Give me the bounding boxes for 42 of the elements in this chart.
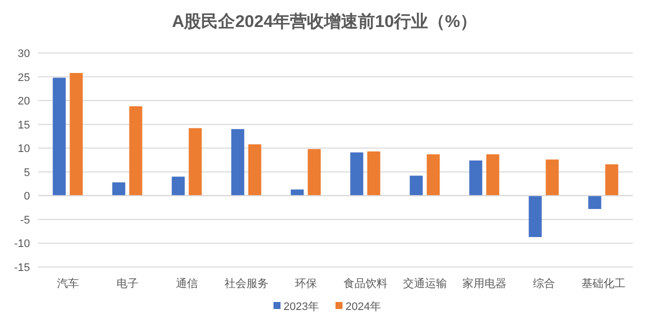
bar — [350, 152, 364, 196]
y-tick-label: 5 — [24, 166, 30, 179]
bar — [605, 164, 618, 196]
y-tick-label: 10 — [18, 143, 30, 156]
bar — [469, 160, 482, 196]
bar — [367, 151, 380, 196]
y-tick-label: 30 — [18, 48, 30, 60]
bar — [129, 106, 142, 196]
x-tick-label: 交通运输 — [402, 277, 447, 290]
bar — [426, 154, 440, 196]
x-tick-label: 食品饮料 — [343, 277, 388, 290]
y-tick-label: 15 — [18, 119, 30, 132]
legend-label: 2023年 — [284, 301, 319, 313]
y-tick-label: -5 — [20, 214, 30, 226]
bar — [546, 160, 559, 196]
bar — [528, 196, 542, 238]
x-tick-label: 通信 — [176, 277, 198, 290]
bar — [248, 144, 262, 196]
bar — [588, 196, 602, 209]
x-tick-label: 基础化工 — [581, 277, 626, 290]
x-tick-label: 家用电器 — [462, 277, 506, 290]
bar — [308, 149, 321, 196]
bar — [70, 72, 83, 196]
bar — [410, 176, 423, 196]
x-tick-label: 综合 — [532, 277, 555, 290]
bar — [172, 176, 185, 196]
legend-label: 2024年 — [346, 301, 381, 313]
bar — [231, 129, 244, 196]
y-tick-label: -15 — [14, 262, 30, 274]
y-tick-label: 0 — [24, 190, 30, 203]
x-tick-label: 电子 — [116, 277, 138, 290]
bar — [188, 128, 202, 196]
bar — [112, 182, 126, 196]
chart-title: A股民企2024年营收增速前10行业（%） — [172, 12, 478, 31]
bar — [486, 154, 500, 196]
y-tick-label: -10 — [14, 238, 30, 250]
x-tick-label: 汽车 — [56, 277, 79, 290]
y-tick-label: 20 — [18, 96, 30, 108]
y-tick-label: 25 — [18, 72, 30, 84]
x-tick-label: 环保 — [294, 278, 317, 290]
bar — [52, 78, 66, 196]
x-tick-label: 社会服务 — [224, 277, 268, 290]
